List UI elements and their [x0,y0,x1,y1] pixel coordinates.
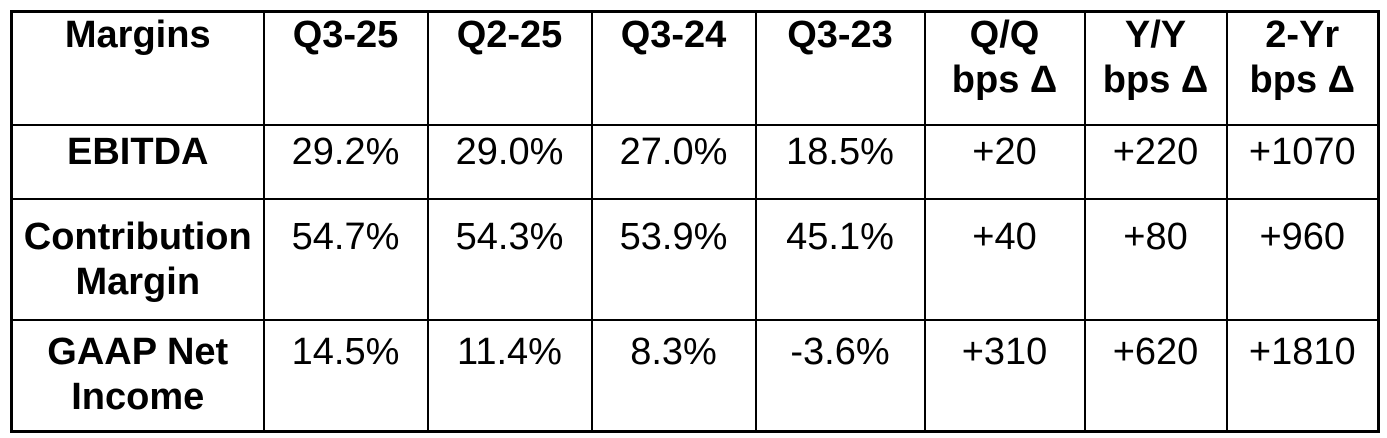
table-row-gaap-net-income: GAAP Net Income 14.5% 11.4% 8.3% -3.6% +… [10,318,1380,433]
cell-ebitda-2yr-bps: +1070 [1225,123,1380,200]
cell-gaap-net-income-q2-25: 11.4% [426,318,593,433]
cell-gaap-net-income-yy-bps: +620 [1083,318,1228,433]
cell-contribution-margin-q3-25: 54.7% [262,197,429,321]
cell-gaap-net-income-qq-bps: +310 [923,318,1086,433]
row-label-gaap-net-income: GAAP Net Income [10,318,265,433]
cell-contribution-margin-q3-23: 45.1% [754,197,926,321]
column-header-2yr-bps-delta: 2-Yr bps Δ [1225,10,1380,126]
cell-contribution-margin-2yr-bps: +960 [1225,197,1380,321]
cell-gaap-net-income-q3-25: 14.5% [262,318,429,433]
cell-contribution-margin-q2-25: 54.3% [426,197,593,321]
cell-contribution-margin-qq-bps: +40 [923,197,1086,321]
cell-ebitda-q2-25: 29.0% [426,123,593,200]
column-header-q3-25: Q3-25 [262,10,429,126]
cell-gaap-net-income-2yr-bps: +1810 [1225,318,1380,433]
row-label-ebitda: EBITDA [10,123,265,200]
margins-table: Margins Q3-25 Q2-25 Q3-24 Q3-23 Q/Q bps … [10,10,1380,433]
cell-contribution-margin-yy-bps: +80 [1083,197,1228,321]
column-header-q2-25: Q2-25 [426,10,593,126]
cell-gaap-net-income-q3-23: -3.6% [754,318,926,433]
cell-ebitda-q3-23: 18.5% [754,123,926,200]
cell-contribution-margin-q3-24: 53.9% [590,197,757,321]
cell-ebitda-yy-bps: +220 [1083,123,1228,200]
cell-ebitda-q3-24: 27.0% [590,123,757,200]
cell-ebitda-q3-25: 29.2% [262,123,429,200]
cell-gaap-net-income-q3-24: 8.3% [590,318,757,433]
cell-ebitda-qq-bps: +20 [923,123,1086,200]
table-row-contribution-margin: Contribution Margin 54.7% 54.3% 53.9% 45… [10,197,1380,321]
header-row: Margins Q3-25 Q2-25 Q3-24 Q3-23 Q/Q bps … [10,10,1380,126]
column-header-q3-23: Q3-23 [754,10,926,126]
column-header-margins: Margins [10,10,265,126]
row-label-contribution-margin: Contribution Margin [10,197,265,321]
column-header-qq-bps-delta: Q/Q bps Δ [923,10,1086,126]
column-header-q3-24: Q3-24 [590,10,757,126]
table-row-ebitda: EBITDA 29.2% 29.0% 27.0% 18.5% +20 +220 … [10,123,1380,200]
column-header-yy-bps-delta: Y/Y bps Δ [1083,10,1228,126]
